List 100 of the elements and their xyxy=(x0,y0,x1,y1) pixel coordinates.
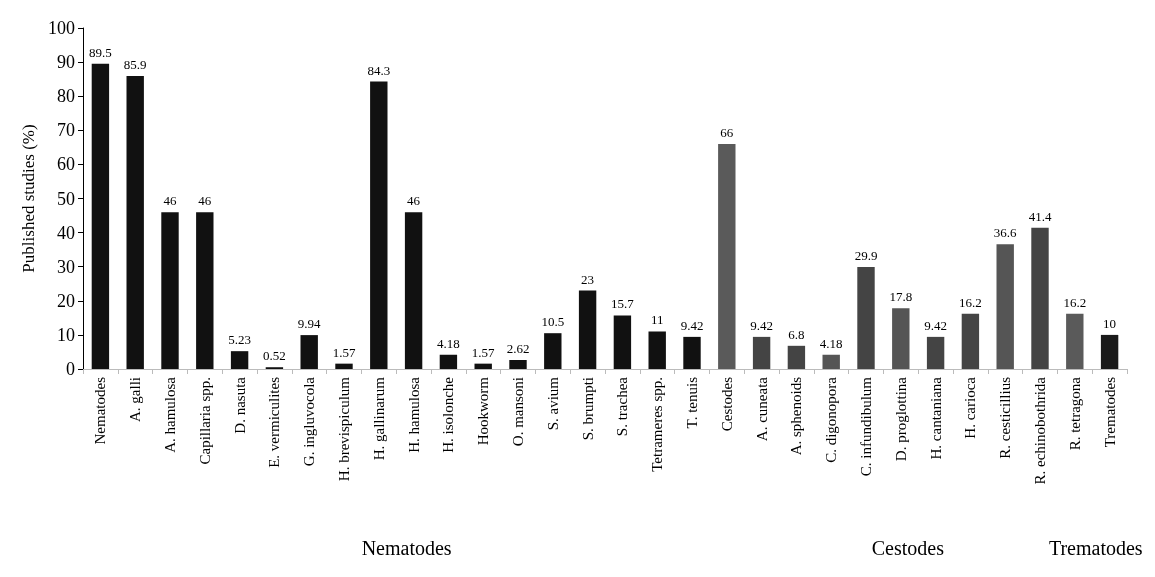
bar xyxy=(578,290,597,369)
data-label: 4.18 xyxy=(819,335,843,351)
x-tick-label: A. cuneata xyxy=(753,376,770,442)
x-tick-label: C. infundibulum xyxy=(858,376,874,477)
data-label: 0.52 xyxy=(263,348,286,364)
data-label: 10.5 xyxy=(541,314,565,330)
data-label: 1.57 xyxy=(471,344,496,360)
data-label: 29.9 xyxy=(854,248,878,264)
bar xyxy=(787,345,806,369)
data-label: 10 xyxy=(1103,315,1117,331)
x-tick-label: H. gallinarum xyxy=(370,376,387,461)
text: Trematodes xyxy=(1048,537,1143,559)
bar xyxy=(161,212,179,369)
x-tick-label: A. galli xyxy=(127,377,144,422)
y-tick-label: 100 xyxy=(48,18,75,38)
x-tick-label: H. hamulosa xyxy=(405,376,422,453)
x-tick-label: H. carioca xyxy=(962,376,979,439)
x-tick-label: A. hamulosa xyxy=(162,376,178,453)
x-tick-label: A. sphenoids xyxy=(788,376,805,456)
bar xyxy=(683,336,701,369)
data-label: 41.4 xyxy=(1028,208,1052,224)
data-label: 46 xyxy=(163,193,177,209)
data-label: 5.23 xyxy=(228,332,251,348)
data-label: 11 xyxy=(650,312,664,328)
bar xyxy=(91,63,110,369)
bar xyxy=(544,333,562,369)
data-label: 1.57 xyxy=(332,344,356,360)
x-tick-label: H. cantaniana xyxy=(927,376,944,460)
bar xyxy=(752,336,771,369)
data-label: 84.3 xyxy=(367,62,391,78)
x-tick-label: Tetrameres spp. xyxy=(649,377,666,472)
bar xyxy=(439,354,458,369)
data-label: 16.2 xyxy=(1063,294,1087,310)
x-tick-label: O. mansoni xyxy=(510,377,526,447)
bar xyxy=(996,244,1014,369)
x-tick-label: C. digonopora xyxy=(823,376,840,463)
data-label: 89.5 xyxy=(89,44,112,60)
data-label: 23 xyxy=(581,271,595,287)
y-tick-label: 80 xyxy=(57,86,75,107)
x-tick-label: D. proglottina xyxy=(892,376,909,462)
data-label: 46 xyxy=(407,193,421,209)
bar xyxy=(613,315,632,369)
y-tick-label: 90 xyxy=(57,52,75,73)
x-tick-label: S. avium xyxy=(544,376,561,431)
x-tick-label: D. nasuta xyxy=(231,376,248,434)
x-tick-label: S. trachea xyxy=(614,376,631,437)
x-tick-label: Cestodes xyxy=(718,376,735,432)
bar xyxy=(1066,313,1084,369)
x-tick-label: H. brevispiculum xyxy=(336,376,352,482)
x-tick-label: S. brumpti xyxy=(579,377,596,441)
x-tick-label: Hookworm xyxy=(475,376,492,446)
data-label: 46 xyxy=(198,193,212,209)
bar xyxy=(230,351,249,369)
data-label: 2.62 xyxy=(506,341,530,357)
data-label: 85.9 xyxy=(123,57,147,73)
y-axis-title: Published studies (%) xyxy=(19,124,39,273)
bar xyxy=(126,76,144,369)
y-tick-label: 70 xyxy=(57,120,75,141)
text: Nematodes xyxy=(361,537,452,559)
y-tick-label: 40 xyxy=(57,222,75,243)
x-tick-label: R. cesticillius xyxy=(997,376,1014,459)
data-label: 16.2 xyxy=(959,294,982,310)
x-tick-label: G. ingluvocola xyxy=(301,376,318,467)
data-label: 15.7 xyxy=(611,296,635,312)
data-label: 9.42 xyxy=(924,317,947,333)
y-tick-label: 30 xyxy=(57,256,75,277)
data-label: 6.8 xyxy=(788,326,805,342)
data-label: 9.42 xyxy=(680,317,704,333)
bar xyxy=(648,331,666,369)
y-tick-label: 20 xyxy=(57,290,75,311)
x-tick-label: Capillaria spp. xyxy=(196,377,213,465)
x-tick-label: T. tenuis xyxy=(684,376,700,429)
bar xyxy=(1031,227,1049,369)
x-tick-label: R. echinobothrida xyxy=(1032,376,1048,485)
data-label: 36.6 xyxy=(993,225,1018,241)
bar xyxy=(1100,334,1119,369)
data-label: 9.42 xyxy=(750,317,773,333)
y-tick-label: 50 xyxy=(57,188,75,209)
data-label: 17.8 xyxy=(889,289,913,305)
x-tick-label: E. vermiculites xyxy=(266,376,283,468)
bar xyxy=(718,143,736,369)
y-tick-label: 0 xyxy=(66,359,75,379)
y-tick-label: 60 xyxy=(57,154,75,175)
bar xyxy=(196,212,214,369)
bar xyxy=(335,363,353,369)
y-tick-label: 10 xyxy=(57,324,75,345)
bar xyxy=(474,363,492,369)
data-label: 9.94 xyxy=(297,316,322,332)
text: Cestodes xyxy=(871,537,945,559)
x-tick-label: R. tetragona xyxy=(1066,376,1083,451)
bar xyxy=(961,313,980,369)
x-tick-label: Nematodes xyxy=(92,376,109,445)
bar xyxy=(404,212,423,369)
data-label: 4.18 xyxy=(437,335,460,351)
bar xyxy=(926,336,945,369)
bar xyxy=(892,308,910,369)
bar xyxy=(857,267,875,369)
bar xyxy=(300,335,318,369)
data-label: 66 xyxy=(720,124,734,140)
x-tick-label: Trematodes xyxy=(1101,376,1118,448)
